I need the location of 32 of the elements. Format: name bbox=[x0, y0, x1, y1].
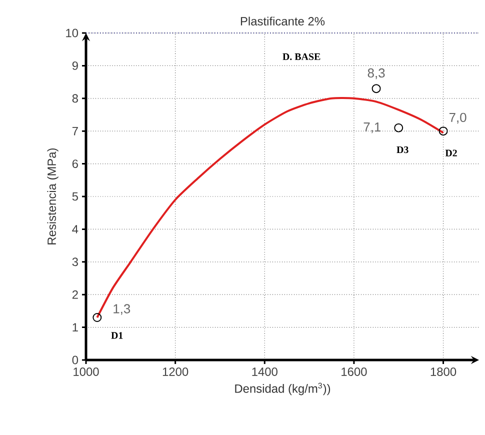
x-tick-label: 1800 bbox=[430, 368, 456, 376]
x-axis-title: Densidad (kg/m$^{3}$)) bbox=[235, 382, 330, 396]
data-label: 7,0 bbox=[449, 112, 466, 124]
y-tick-label: 9 bbox=[72, 61, 78, 70]
y-tick-label: 4 bbox=[72, 225, 78, 234]
annotation: D2 bbox=[445, 150, 457, 156]
x-tick-label: 1600 bbox=[342, 368, 367, 376]
data-label: 1,3 bbox=[114, 304, 130, 315]
y-tick-label: 7 bbox=[72, 126, 78, 136]
point bbox=[92, 313, 102, 322]
point bbox=[372, 84, 381, 94]
y-tick-label: 1 bbox=[72, 323, 78, 332]
chart-title: Plastificante 2% bbox=[240, 16, 325, 26]
annotation: D3 bbox=[396, 146, 408, 154]
x-tick-label: 1400 bbox=[252, 368, 278, 376]
annotation: D1 bbox=[111, 332, 123, 339]
y-tick-label: 8 bbox=[72, 94, 78, 103]
y-tick-label: 3 bbox=[72, 258, 78, 266]
point bbox=[438, 126, 448, 136]
y-axis-title: Resistencia (MPa) bbox=[47, 148, 58, 244]
data-label: 7,1 bbox=[364, 122, 381, 134]
data-label: 8,3 bbox=[368, 68, 385, 80]
y-tick-label: 6 bbox=[72, 160, 78, 168]
y-tick-label: 10 bbox=[66, 28, 78, 38]
x-tick-label: 1000 bbox=[74, 368, 99, 376]
x-tick-label: 1200 bbox=[162, 368, 188, 376]
annotation: D. BASE bbox=[282, 53, 320, 60]
line-series bbox=[96, 97, 444, 318]
y-tick-label: 5 bbox=[72, 192, 78, 201]
y-tick-label: 0 bbox=[72, 356, 78, 364]
point bbox=[394, 123, 404, 132]
y-tick-label: 2 bbox=[72, 290, 78, 299]
